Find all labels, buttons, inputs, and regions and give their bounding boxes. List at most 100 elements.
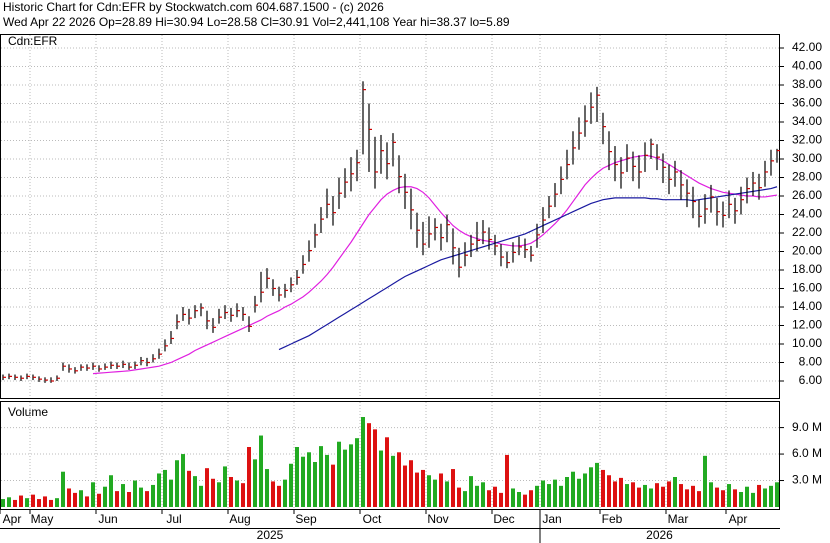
volume-bar xyxy=(445,481,449,507)
volume-bar xyxy=(127,492,131,507)
volume-bar xyxy=(703,455,707,507)
volume-bar xyxy=(355,438,359,507)
volume-bar xyxy=(487,490,491,507)
y-tick-label: 6.00 xyxy=(799,373,823,387)
volume-bar xyxy=(535,485,539,507)
volume-bar xyxy=(745,486,749,507)
x-tick-label: Jan xyxy=(542,512,561,526)
volume-bar xyxy=(739,492,743,507)
volume-bar xyxy=(301,456,305,507)
volume-bar xyxy=(409,460,413,507)
volume-bar xyxy=(547,484,551,507)
volume-bar xyxy=(511,488,515,507)
volume-bar xyxy=(55,498,59,507)
symbol-label: Cdn:EFR xyxy=(8,34,58,48)
volume-bar xyxy=(343,449,347,507)
volume-bar xyxy=(361,417,365,507)
x-tick-label: Dec xyxy=(493,512,514,526)
x-tick-label: Apr xyxy=(729,512,748,526)
volume-bar xyxy=(697,491,701,507)
volume-bar xyxy=(211,478,215,507)
volume-bar xyxy=(19,495,23,507)
volume-bar xyxy=(259,435,263,507)
volume-bar xyxy=(121,484,125,507)
y-tick-label: 14.00 xyxy=(792,299,822,313)
year-label: 2025 xyxy=(257,528,284,542)
moving-average xyxy=(278,186,778,351)
volume-bar xyxy=(61,471,65,507)
volume-bar xyxy=(37,499,41,507)
volume-bar xyxy=(325,454,329,507)
volume-bar xyxy=(175,460,179,507)
volume-bar xyxy=(217,482,221,507)
volume-bar xyxy=(67,488,71,507)
chart-header: Historic Chart for Cdn:EFR by Stockwatch… xyxy=(3,0,384,14)
volume-bar xyxy=(379,450,383,507)
y-tick-label: 8.00 xyxy=(799,355,823,369)
volume-bar xyxy=(337,441,341,507)
volume-bar xyxy=(751,492,755,507)
volume-bar xyxy=(769,485,773,507)
volume-bar xyxy=(499,492,503,507)
y-tick-label: 36.00 xyxy=(792,96,822,110)
volume-bar xyxy=(313,462,317,507)
chart-subheader: Wed Apr 22 2026 Op=28.89 Hi=30.94 Lo=28.… xyxy=(3,15,510,29)
volume-bar xyxy=(103,486,107,507)
volume-bar xyxy=(685,489,689,507)
volume-bar xyxy=(655,483,659,507)
volume-bar xyxy=(253,459,257,507)
volume-bar xyxy=(133,480,137,507)
volume-bar xyxy=(565,477,569,507)
volume-bar xyxy=(463,491,467,507)
x-tick-label: Jun xyxy=(98,512,117,526)
volume-bar xyxy=(529,490,533,507)
x-tick-label: Aug xyxy=(229,512,250,526)
volume-bar xyxy=(709,482,713,507)
volume-bar xyxy=(391,455,395,507)
volume-bar xyxy=(169,479,173,507)
volume-bar xyxy=(163,469,167,507)
y-tick-label: 12.00 xyxy=(792,318,822,332)
volume-bar xyxy=(469,476,473,507)
volume-bar xyxy=(721,490,725,507)
y-tick-label: 26.00 xyxy=(792,188,822,202)
x-tick-label: Jul xyxy=(166,512,181,526)
volume-bar xyxy=(139,487,143,507)
x-tick-label: Feb xyxy=(602,512,623,526)
y-tick-label: 22.00 xyxy=(792,225,822,239)
volume-bar xyxy=(475,485,479,507)
volume-bar xyxy=(271,481,275,507)
x-tick-label: Sep xyxy=(295,512,317,526)
y-tick-label: 10.00 xyxy=(792,336,822,350)
volume-bar xyxy=(145,491,149,507)
y-tick-label: 18.00 xyxy=(792,262,822,276)
volume-bar xyxy=(49,499,53,507)
y-tick-label: 40.00 xyxy=(792,59,822,73)
volume-bar xyxy=(319,446,323,507)
volume-bar xyxy=(307,452,311,507)
volume-label: Volume xyxy=(8,405,48,419)
volume-bar xyxy=(79,490,83,507)
volume-bar xyxy=(25,498,29,507)
volume-bar xyxy=(385,437,389,507)
price-panel xyxy=(0,34,780,399)
volume-bar xyxy=(643,484,647,507)
volume-bar xyxy=(181,454,185,507)
volume-bar xyxy=(637,487,641,507)
volume-bar xyxy=(571,471,575,507)
y-tick-label: 28.00 xyxy=(792,170,822,184)
volume-bar xyxy=(97,493,101,507)
volume-bar xyxy=(775,482,779,507)
volume-bar xyxy=(613,481,617,507)
volume-bar xyxy=(481,482,485,507)
volume-bar xyxy=(229,477,233,507)
volume-bar xyxy=(505,454,509,507)
y-tick-label: 30.00 xyxy=(792,151,822,165)
volume-bar xyxy=(13,499,17,507)
volume-bar xyxy=(625,484,629,507)
volume-bar xyxy=(397,452,401,507)
volume-bar xyxy=(241,483,245,507)
volume-bar xyxy=(295,447,299,507)
volume-bar xyxy=(673,477,677,507)
